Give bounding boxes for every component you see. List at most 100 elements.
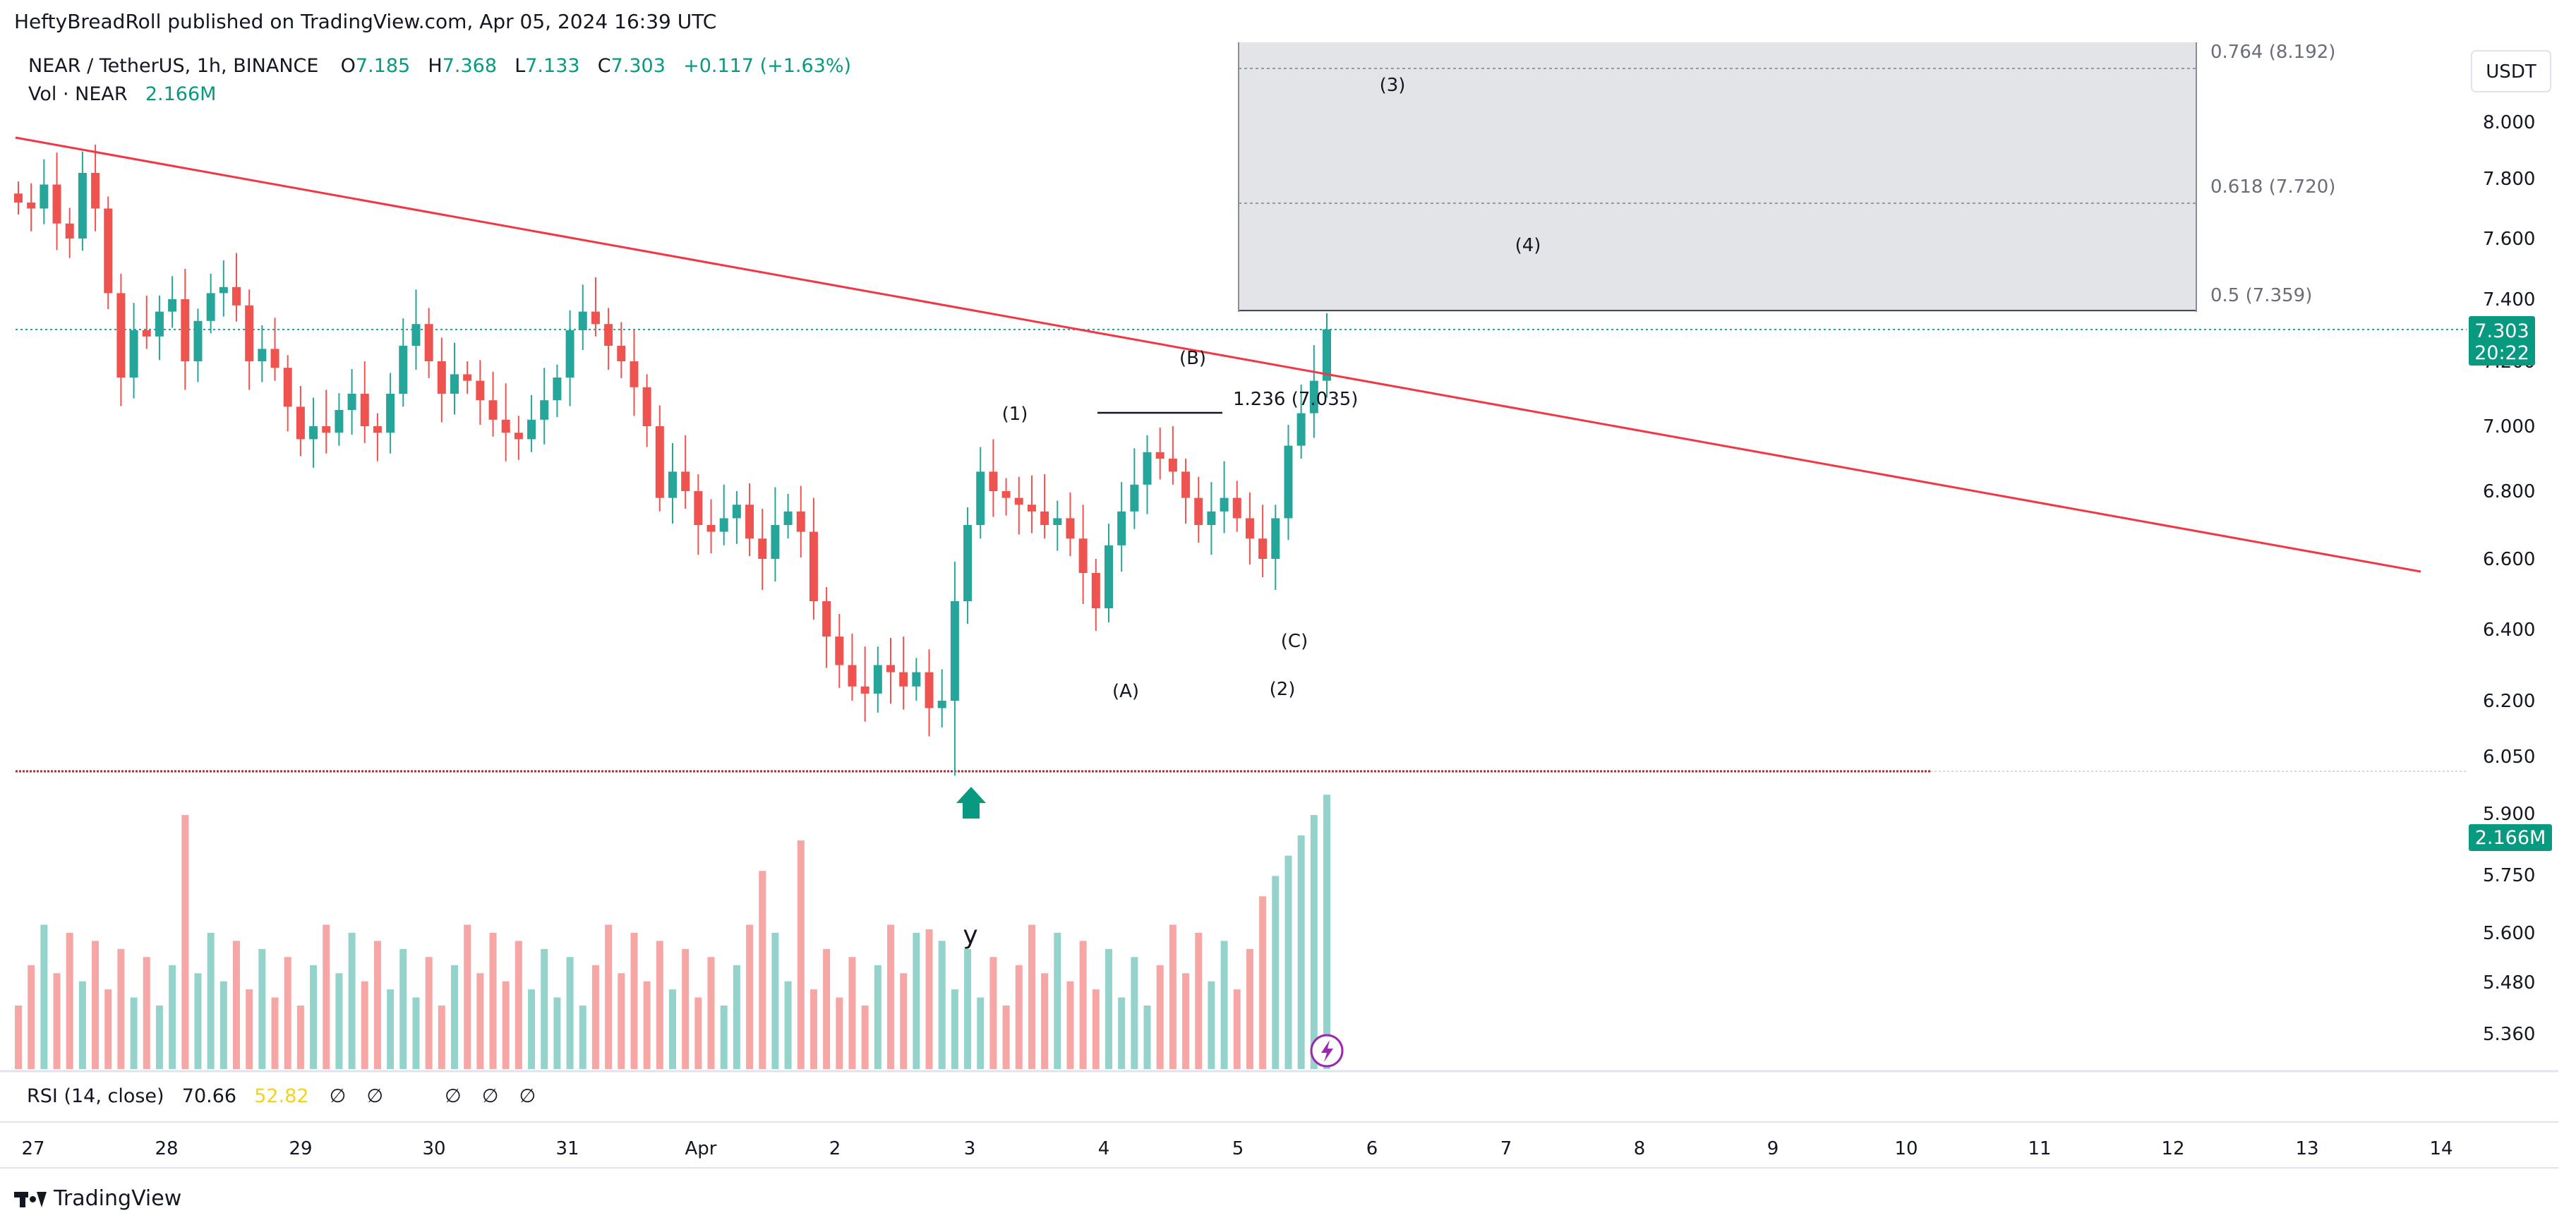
time-tick-label: 3 <box>964 1138 976 1159</box>
candle-body <box>52 184 61 224</box>
volume-bar <box>53 973 61 1069</box>
volume-bar <box>1015 965 1023 1069</box>
volume-bar <box>977 997 985 1069</box>
price-tick-label: 7.400 <box>2483 289 2535 310</box>
volume-bar <box>1310 815 1318 1069</box>
price-tick-label: 5.360 <box>2483 1024 2535 1045</box>
volume-bar <box>707 957 715 1069</box>
arrow-up-icon[interactable] <box>956 787 986 819</box>
wave-label-3: (3) <box>1380 75 1406 96</box>
currency-button[interactable]: USDT <box>2471 50 2551 92</box>
volume-bar <box>989 957 997 1069</box>
candle-body <box>1309 380 1318 414</box>
time-tick-label: 5 <box>1232 1138 1244 1159</box>
candle-body <box>527 419 536 440</box>
volume-bar <box>66 932 73 1069</box>
price-tick-label: 7.800 <box>2483 169 2535 190</box>
wave-label-C: (C) <box>1281 631 1308 652</box>
candle-body <box>668 471 677 498</box>
time-tick-label: 27 <box>21 1138 44 1159</box>
candle-body <box>309 426 318 440</box>
volume-bar <box>489 932 497 1069</box>
price-tick-label: 6.400 <box>2483 620 2535 641</box>
candle-body <box>1232 497 1241 519</box>
volume-bar <box>848 957 856 1069</box>
candle-body <box>116 293 126 378</box>
trendline[interactable] <box>15 136 2421 573</box>
symbol-title[interactable]: NEAR / TetherUS, 1h, BINANCE <box>28 55 319 77</box>
candle-body <box>1053 518 1062 525</box>
candle-body <box>399 346 408 394</box>
volume-bar <box>797 840 805 1069</box>
volume-bars <box>15 795 1330 1069</box>
candle-body <box>322 426 331 433</box>
volume-bar <box>412 997 420 1069</box>
price-axis[interactable]: 8.0007.8007.6007.4007.2007.0006.8006.600… <box>2483 112 2535 1045</box>
volume-bar <box>1297 835 1305 1069</box>
open-value: 7.185 <box>355 55 411 77</box>
volume-bar <box>1169 924 1176 1069</box>
volume-bar <box>643 981 651 1069</box>
candle-body <box>1014 497 1023 505</box>
candle-body <box>501 419 510 433</box>
volume-bar <box>130 997 138 1069</box>
price-tick-label: 6.600 <box>2483 549 2535 570</box>
time-tick-label: 2 <box>829 1138 841 1159</box>
tradingview-brand[interactable]: TradingView <box>14 1184 181 1212</box>
price-tick-label: 6.050 <box>2483 747 2535 768</box>
candle-body <box>1284 445 1293 519</box>
tradingview-wordmark: TradingView <box>54 1185 182 1211</box>
price-tick-label: 7.600 <box>2483 229 2535 250</box>
volume-bar <box>1156 965 1164 1069</box>
volume-bar <box>1118 997 1126 1069</box>
candle-body <box>899 672 908 687</box>
volume-bar <box>335 973 343 1069</box>
rsi-value: 70.66 <box>181 1085 237 1107</box>
candle-body <box>155 311 164 337</box>
candle-body <box>989 471 998 491</box>
time-axis[interactable]: 27 28 29 30 31 Apr 2 3 4 5 6 7 8 9 10 11 12 13 14 <box>21 1138 2452 1159</box>
fibonacci-retracement[interactable]: 0.764 (8.192) 0.618 (7.720) 0.5 (7.359) <box>1238 42 2335 312</box>
time-tick-label: 29 <box>289 1138 312 1159</box>
volume-bar <box>169 965 176 1069</box>
candle-body <box>809 531 818 601</box>
lightning-icon[interactable] <box>1310 1034 1344 1068</box>
candle-body <box>1207 511 1216 525</box>
fib-label-0618: 0.618 (7.720) <box>2210 176 2335 198</box>
rsi-legend[interactable]: RSI (14, close) 70.66 52.82 ∅ ∅ ∅ ∅ ∅ <box>27 1085 536 1107</box>
high-value: 7.368 <box>442 55 498 77</box>
candle-body <box>1027 505 1036 512</box>
rsi-label[interactable]: RSI (14, close) <box>27 1085 164 1107</box>
volume-bar <box>694 997 702 1069</box>
volume-bar <box>1131 957 1138 1069</box>
volume-bar <box>1195 932 1203 1069</box>
volume-bar <box>874 965 881 1069</box>
time-tick-label: 6 <box>1366 1138 1378 1159</box>
volume-bar <box>720 1006 728 1069</box>
volume-bar <box>1272 876 1280 1069</box>
volume-bar <box>40 924 48 1069</box>
volume-bar <box>1079 941 1087 1069</box>
volume-bar <box>92 941 100 1069</box>
symbol-legend[interactable]: NEAR / TetherUS, 1h, BINANCE O7.185 H7.3… <box>28 55 851 77</box>
candle-body <box>1066 518 1075 539</box>
volume-badge-value: 2.166M <box>2475 827 2546 849</box>
volume-bar <box>1028 924 1035 1069</box>
volume-bar <box>207 932 215 1069</box>
wave-label-1: (1) <box>1002 404 1028 425</box>
candle-body <box>873 665 882 694</box>
time-tick-label: 11 <box>2028 1138 2051 1159</box>
open-label: O <box>340 55 356 77</box>
volume-bar <box>361 981 368 1069</box>
time-tick-label: Apr <box>685 1138 717 1159</box>
time-tick-label: 4 <box>1098 1138 1110 1159</box>
candle-body <box>848 665 857 687</box>
candle-body <box>1091 573 1100 608</box>
volume-legend[interactable]: Vol · NEAR 2.166M <box>28 83 216 105</box>
volume-bar <box>605 924 613 1069</box>
volume-bar <box>28 965 35 1069</box>
volume-bar <box>348 932 356 1069</box>
price-tick-label: 6.800 <box>2483 481 2535 502</box>
candle-body <box>783 511 793 525</box>
